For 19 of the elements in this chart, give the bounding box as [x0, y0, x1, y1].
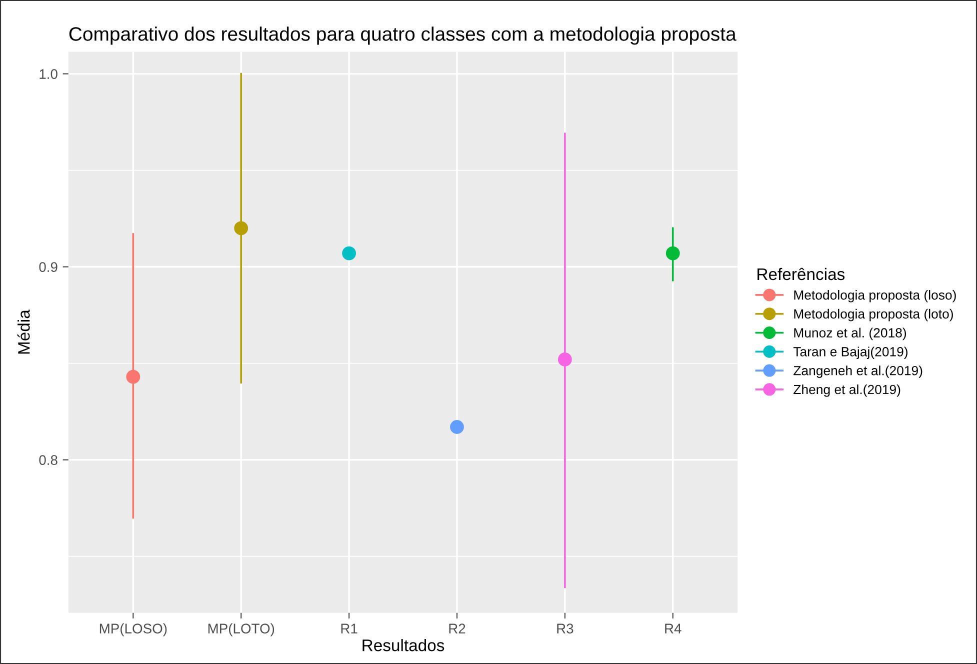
x-tick-label: MP(LOSO) [100, 623, 167, 636]
x-tick-label: R1 [341, 624, 358, 634]
legend-label: Zangeneh et al.(2019) [794, 366, 922, 378]
legend-label: Metodologia proposta (loto) [794, 308, 953, 322]
x-tick-label: R3 [557, 624, 574, 634]
x-axis-title: Resultados [362, 639, 444, 652]
y-tick-label: 0.9 [39, 262, 58, 272]
x-tick-label: R4 [665, 624, 682, 634]
legend-label: Zheng et al.(2019) [794, 384, 900, 397]
legend-label: Taran e Bajaj(2019) [793, 346, 908, 359]
y-axis-title: Média [17, 310, 30, 354]
y-tick-label: 0.8 [39, 455, 58, 465]
x-tick-label: MP(LOTO) [208, 623, 274, 636]
legend-title: Referências [758, 268, 845, 280]
chart-title: Comparativo dos resultados para quatro classes com a metodologia proposta [69, 26, 736, 45]
legend-label: Munoz et al. (2018) [794, 328, 906, 340]
x-tick-label: R2 [449, 624, 466, 634]
legend-label: Metodologia proposta (loso) [794, 290, 956, 302]
y-tick-label: 1.0 [40, 69, 58, 79]
